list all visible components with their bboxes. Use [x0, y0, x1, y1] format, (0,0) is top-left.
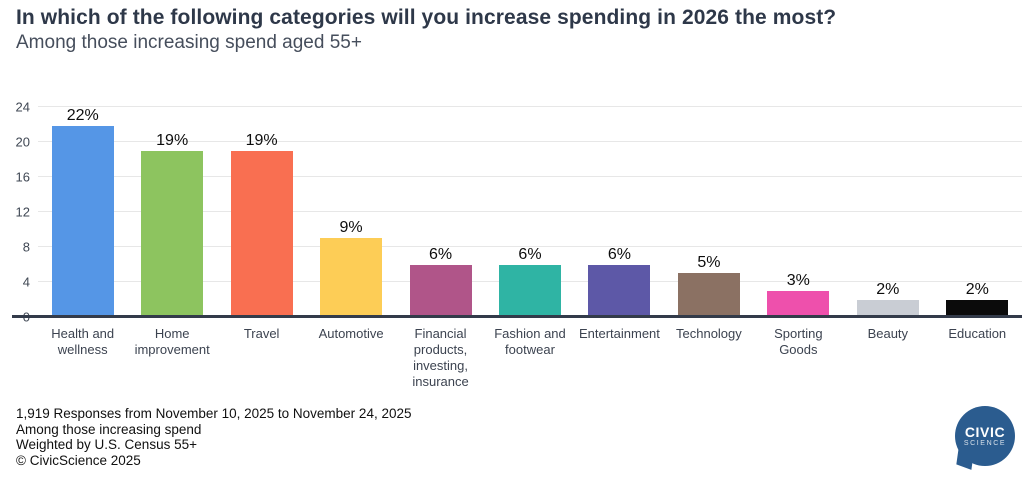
bar-slot: 5%: [664, 107, 753, 317]
chart-subtitle: Among those increasing spend aged 55+: [16, 32, 362, 53]
x-axis-label: Sporting Goods: [774, 326, 823, 357]
chart-title: In which of the following categories wil…: [16, 6, 837, 29]
x-label-slot: Sporting Goods: [754, 326, 843, 358]
footer-line-copyright: © CivicScience 2025: [16, 452, 141, 468]
bar: [320, 238, 383, 317]
bar-value-label: 6%: [518, 245, 542, 263]
logo-speech-bubble: CIVIC SCIENCE: [955, 406, 1015, 466]
bar: [51, 126, 114, 317]
bar-slot: 6%: [485, 107, 574, 317]
bar-slot: 6%: [396, 107, 485, 317]
bar-slot: 2%: [933, 107, 1022, 317]
bar: [767, 290, 830, 317]
x-label-slot: Technology: [664, 326, 753, 342]
bar-slot: 19%: [127, 107, 216, 317]
y-tick-label: 8: [22, 239, 30, 255]
footer-line-population: Among those increasing spend: [16, 421, 202, 437]
y-tick-label: 20: [15, 134, 30, 150]
bar-value-label: 2%: [876, 280, 900, 298]
bars-row: 22% 19% 19% 9% 6% 6% 6% 5% 3% 2% 2%: [38, 107, 1022, 317]
x-label-slot: Beauty: [843, 326, 932, 342]
x-axis-baseline: [12, 315, 1022, 318]
x-axis-label: Health and wellness: [51, 326, 115, 357]
gridline: [38, 211, 1022, 212]
bar-value-label: 9%: [339, 219, 363, 237]
bar-value-label: 3%: [786, 271, 810, 289]
bar-slot: 6%: [575, 107, 664, 317]
bar-value-label: 5%: [697, 254, 721, 272]
x-label-slot: Education: [933, 326, 1022, 342]
x-axis-label: Education: [948, 326, 1007, 341]
bar-value-label: 6%: [428, 245, 453, 263]
x-label-slot: Entertainment: [575, 326, 664, 342]
x-axis-label: Financial products, investing, insurance: [412, 326, 469, 389]
x-label-slot: Health and wellness: [38, 326, 127, 358]
y-tick-label: 4: [22, 274, 30, 290]
x-label-slot: Financial products, investing, insurance: [396, 326, 485, 390]
x-axis-label: Beauty: [867, 326, 909, 341]
bar-slot: 22%: [38, 107, 127, 317]
x-label-slot: Travel: [217, 326, 306, 342]
bar: [498, 264, 561, 317]
gridline: [38, 176, 1022, 178]
bar-value-label: 22%: [66, 107, 99, 124]
x-axis-label: Entertainment: [578, 326, 660, 341]
footer-line-weighting: Weighted by U.S. Census 55+: [16, 437, 197, 452]
y-tick-label: 16: [15, 169, 30, 185]
gridline: [38, 106, 1022, 107]
x-label-slot: Fashion and footwear: [485, 326, 574, 358]
bar: [677, 273, 740, 317]
bar-value-label: 2%: [965, 280, 989, 298]
logo-text-science: SCIENCE: [963, 439, 1007, 447]
footer-notes: 1,919 Responses from November 10, 2025 t…: [16, 406, 411, 468]
bar-slot: 19%: [217, 107, 306, 317]
x-axis-label: Home improvement: [134, 326, 210, 357]
bar: [409, 264, 472, 317]
x-label-slot: Home improvement: [127, 326, 216, 358]
bar: [588, 264, 651, 317]
x-axis-label: Fashion and footwear: [494, 326, 566, 357]
y-axis: 04812162024: [0, 101, 32, 324]
gridline: [38, 141, 1022, 142]
x-axis-label: Automotive: [318, 326, 384, 341]
bar: [230, 150, 293, 317]
footer-line-responses: 1,919 Responses from November 10, 2025 t…: [16, 406, 412, 421]
y-tick-label: 12: [15, 204, 30, 220]
y-tick-label: 24: [15, 99, 30, 115]
bar-slot: 3%: [754, 107, 843, 317]
x-labels-row: Health and wellness Home improvement Trave…: [38, 326, 1022, 390]
bar: [141, 150, 204, 317]
bar-slot: 9%: [306, 107, 395, 317]
bar-value-label: 6%: [607, 245, 631, 263]
bar: [946, 299, 1009, 317]
bar-slot: 2%: [843, 107, 932, 317]
civicscience-logo: CIVIC SCIENCE: [950, 404, 1018, 470]
bar-value-label: 19%: [156, 131, 189, 149]
x-label-slot: Automotive: [306, 326, 395, 342]
logo-text-civic: CIVIC: [964, 423, 1006, 440]
bar-value-label: 19%: [245, 131, 278, 149]
gridline: [38, 246, 1022, 248]
x-axis-label: Travel: [243, 326, 280, 341]
bar: [856, 299, 919, 317]
x-axis-label: Technology: [676, 326, 742, 341]
